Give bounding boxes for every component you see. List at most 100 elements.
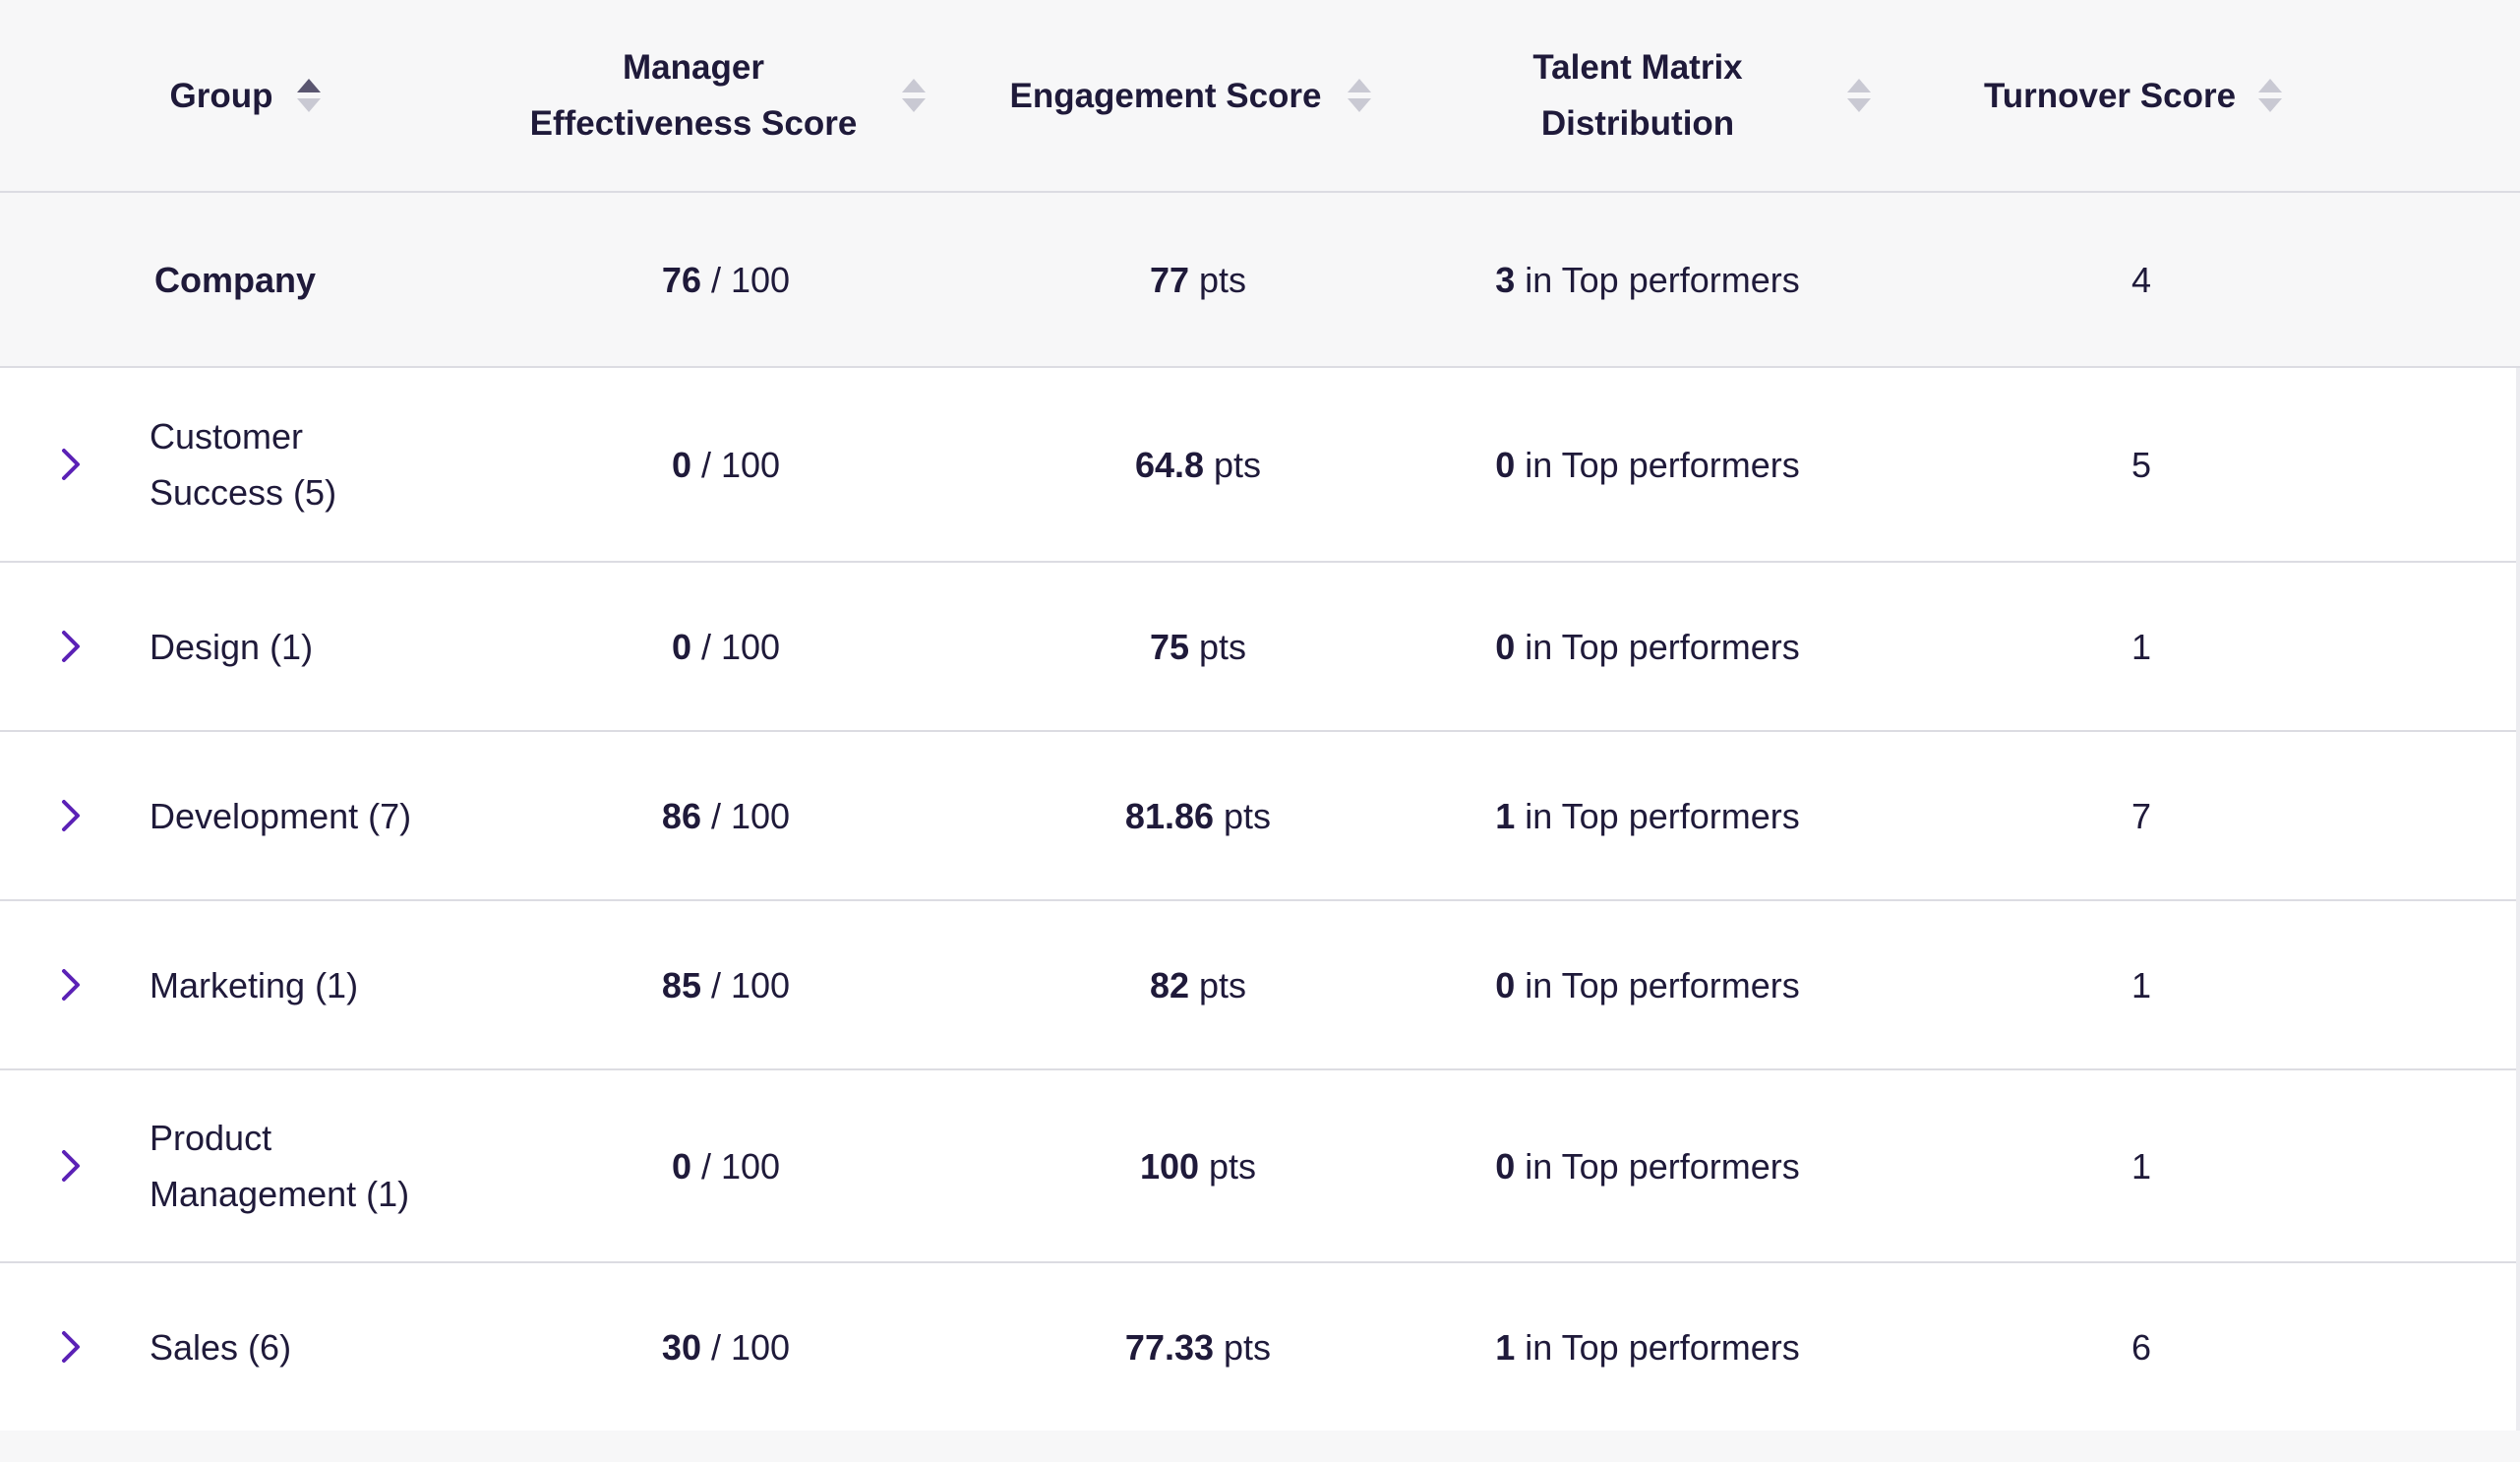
group-name: Design (1) <box>150 626 314 667</box>
column-header-manager-label: Manager Effectiveness Score <box>530 39 858 152</box>
engagement-score-value: 75 <box>1149 626 1189 667</box>
talent-value: 1 <box>1495 795 1516 836</box>
talent-value: 0 <box>1495 1145 1516 1187</box>
column-header-turnover[interactable]: Turnover Score <box>1977 0 2243 191</box>
engagement-score-suffix: pts <box>1224 1326 1272 1368</box>
manager-score-value: 0 <box>671 626 691 667</box>
manager-score: 30 / 100 <box>529 1263 923 1431</box>
talent-distribution: 0 in Top performers <box>1416 563 1879 730</box>
talent-suffix: in Top performers <box>1525 626 1800 667</box>
table-row[interactable]: Development (7) 86 / 100 81.86 pts 1 in … <box>0 732 2520 901</box>
talent-value: 1 <box>1495 1326 1516 1368</box>
sort-arrows-icon[interactable] <box>295 76 323 115</box>
engagement-score-suffix: pts <box>1209 1145 1257 1187</box>
table-row-company: Company 76 / 100 77 pts 3 in Top perform… <box>0 193 2520 368</box>
manager-score-value: 86 <box>661 795 701 836</box>
column-header-turnover-label: Turnover Score <box>1983 76 2237 115</box>
engagement-score-suffix: pts <box>1224 795 1272 836</box>
table-row[interactable]: Customer Success (5) 0 / 100 64.8 pts 0 … <box>0 368 2520 563</box>
sort-arrows-icon[interactable] <box>1346 76 1373 115</box>
sort-arrows-icon[interactable] <box>1845 76 1873 115</box>
group-name-line1: Customer <box>150 416 304 457</box>
engagement-score-value: 77 <box>1149 259 1189 300</box>
talent-distribution: 0 in Top performers <box>1416 1070 1879 1261</box>
group-name-line1: Product <box>150 1118 272 1158</box>
column-header-manager-effectiveness[interactable]: Manager Effectiveness Score <box>497 0 890 191</box>
manager-score-value: 30 <box>661 1326 701 1368</box>
talent-suffix: in Top performers <box>1525 259 1800 300</box>
talent-value: 0 <box>1495 444 1516 485</box>
talent-distribution: 0 in Top performers <box>1416 368 1879 561</box>
chevron-right-icon[interactable] <box>54 965 88 1005</box>
manager-score: 0 / 100 <box>529 368 923 561</box>
group-name: Company <box>154 259 317 300</box>
manager-score-suffix: / 100 <box>710 964 791 1005</box>
turnover-score: 5 <box>2130 444 2152 485</box>
turnover-score: 1 <box>2130 626 2152 667</box>
manager-score: 85 / 100 <box>529 901 923 1068</box>
turnover-score: 1 <box>2130 1145 2152 1187</box>
engagement-score-suffix: pts <box>1199 626 1247 667</box>
group-name: Sales (6) <box>150 1326 292 1368</box>
column-header-engagement[interactable]: Engagement Score <box>993 0 1338 191</box>
engagement-score: 100 pts <box>1001 1070 1395 1261</box>
group-name-line2: Success (5) <box>150 472 337 513</box>
talent-suffix: in Top performers <box>1525 1145 1800 1187</box>
talent-suffix: in Top performers <box>1525 1326 1800 1368</box>
manager-score-suffix: / 100 <box>710 795 791 836</box>
turnover-score: 1 <box>2130 964 2152 1005</box>
chevron-right-icon[interactable] <box>54 445 88 484</box>
column-header-engagement-label: Engagement Score <box>1009 76 1322 115</box>
group-name: Customer Success (5) <box>150 368 474 561</box>
group-name-line2: Management (1) <box>150 1174 410 1214</box>
column-header-group-label: Group <box>169 76 273 115</box>
talent-suffix: in Top performers <box>1525 795 1800 836</box>
sort-arrows-icon[interactable] <box>2256 76 2284 115</box>
table-row[interactable]: Product Management (1) 0 / 100 100 pts 0… <box>0 1070 2520 1263</box>
table-row[interactable]: Design (1) 0 / 100 75 pts 0 in Top perfo… <box>0 563 2520 732</box>
manager-score-suffix: / 100 <box>700 444 781 485</box>
turnover-score: 7 <box>2130 795 2152 836</box>
turnover-score: 6 <box>2130 1326 2152 1368</box>
talent-suffix: in Top performers <box>1525 444 1800 485</box>
chevron-right-icon[interactable] <box>54 796 88 835</box>
table-row[interactable]: Marketing (1) 85 / 100 82 pts 0 in Top p… <box>0 901 2520 1070</box>
manager-score-value: 0 <box>671 1145 691 1187</box>
chevron-right-icon[interactable] <box>54 1327 88 1367</box>
table-row[interactable]: Sales (6) 30 / 100 77.33 pts 1 in Top pe… <box>0 1263 2520 1432</box>
column-header-talent-label: Talent Matrix Distribution <box>1532 39 1742 152</box>
engagement-score: 81.86 pts <box>1001 732 1395 899</box>
group-name: Marketing (1) <box>150 964 359 1005</box>
manager-score: 86 / 100 <box>529 732 923 899</box>
talent-value: 0 <box>1495 626 1516 667</box>
chevron-right-icon[interactable] <box>54 627 88 666</box>
column-header-group[interactable]: Group <box>148 0 295 191</box>
manager-score-suffix: / 100 <box>700 626 781 667</box>
manager-score-value: 0 <box>671 444 691 485</box>
column-header-talent-matrix[interactable]: Talent Matrix Distribution <box>1495 0 1780 191</box>
manager-score-suffix: / 100 <box>710 259 791 300</box>
talent-distribution: 3 in Top performers <box>1416 193 1879 366</box>
engagement-score: 82 pts <box>1001 901 1395 1068</box>
column-header-manager-line1: Manager <box>623 48 764 87</box>
engagement-score-value: 100 <box>1139 1145 1200 1187</box>
engagement-score: 75 pts <box>1001 563 1395 730</box>
engagement-score-value: 82 <box>1149 964 1189 1005</box>
manager-score-suffix: / 100 <box>710 1326 791 1368</box>
engagement-score-suffix: pts <box>1214 444 1262 485</box>
group-name: Product Management (1) <box>150 1070 474 1261</box>
column-header-talent-line1: Talent Matrix <box>1532 48 1743 87</box>
engagement-score-value: 81.86 <box>1124 795 1215 836</box>
manager-score: 0 / 100 <box>529 563 923 730</box>
sort-arrows-icon[interactable] <box>900 76 928 115</box>
engagement-score-value: 77.33 <box>1124 1326 1215 1368</box>
turnover-score: 4 <box>2130 259 2152 300</box>
talent-value: 3 <box>1495 259 1516 300</box>
engagement-score-value: 64.8 <box>1134 444 1205 485</box>
manager-score-suffix: / 100 <box>700 1145 781 1187</box>
chevron-right-icon[interactable] <box>54 1146 88 1186</box>
manager-score-value: 85 <box>661 964 701 1005</box>
group-name: Development (7) <box>150 795 412 836</box>
engagement-score-suffix: pts <box>1199 259 1247 300</box>
